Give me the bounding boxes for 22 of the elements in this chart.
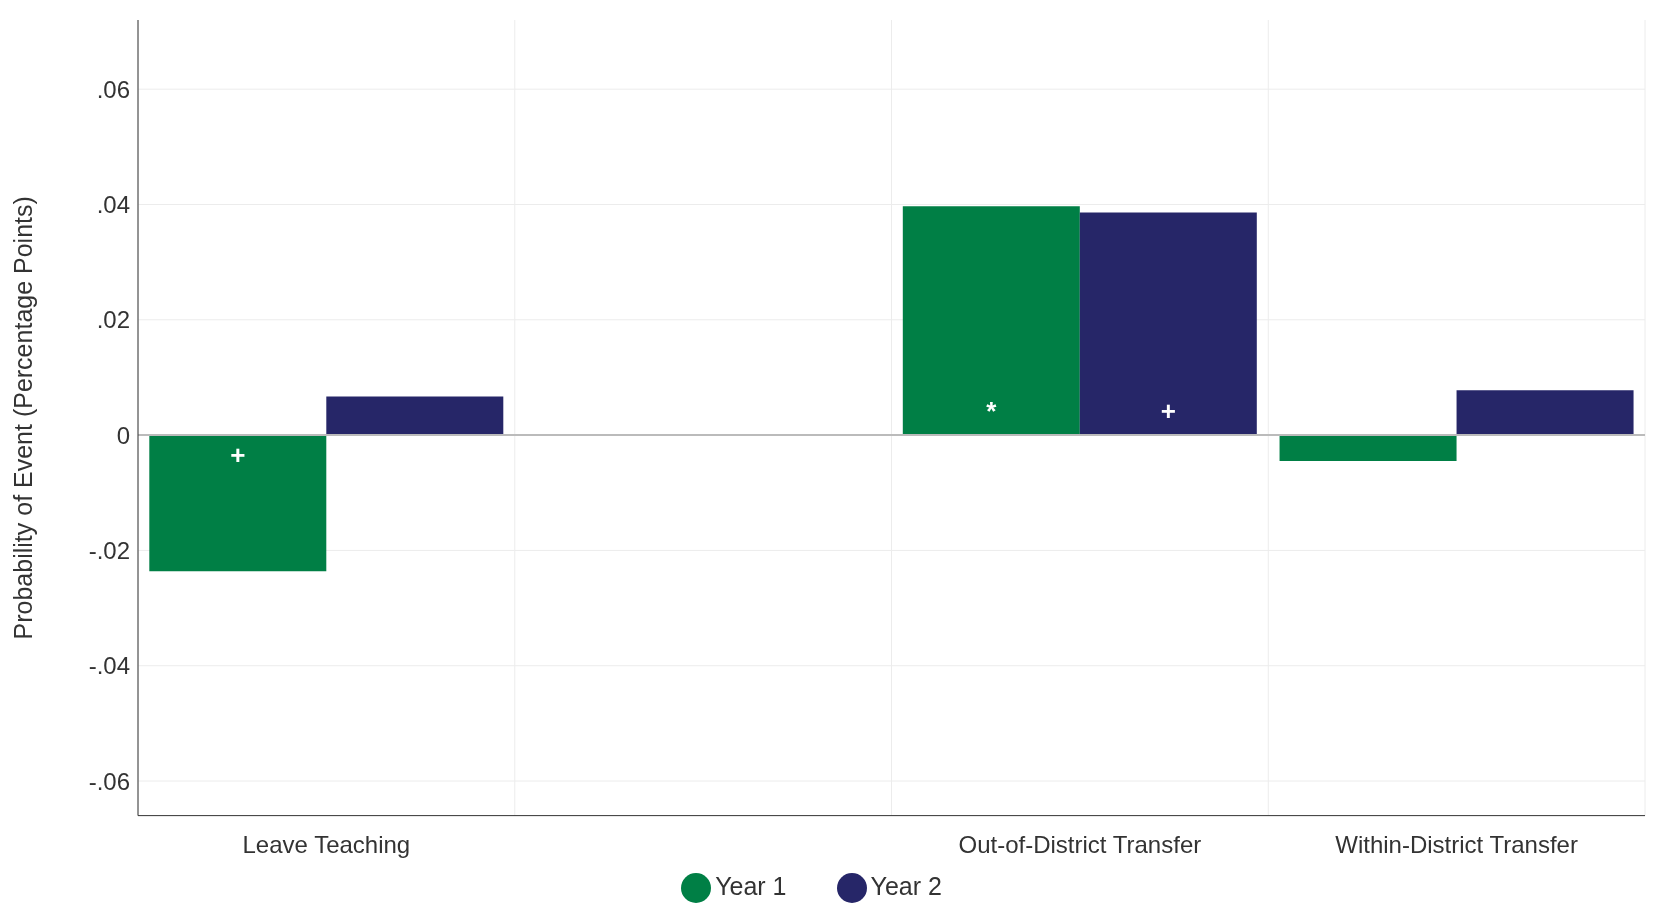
x-tick-label: Within-District Transfer xyxy=(1335,830,1578,858)
data-label: + xyxy=(230,440,246,471)
bar xyxy=(1079,212,1257,436)
x-tick-label: Leave Teaching xyxy=(242,830,411,858)
bar xyxy=(902,206,1080,436)
x-tick-label: Out-of-District Transfer xyxy=(958,830,1202,858)
bar xyxy=(1456,390,1634,436)
legend-label: Year 1 xyxy=(715,871,787,900)
bar xyxy=(1279,435,1457,462)
y-axis-title: Probability of Event (Percentage Points) xyxy=(8,196,37,640)
bar xyxy=(149,435,327,572)
y-tick-label: .04 xyxy=(96,191,130,219)
y-tick-label: -.04 xyxy=(88,652,130,680)
bar xyxy=(326,396,504,436)
y-tick-label: .06 xyxy=(96,75,130,103)
data-label: + xyxy=(1160,396,1176,427)
y-tick-label: 0 xyxy=(116,421,130,449)
data-label: * xyxy=(986,396,998,427)
legend-label: Year 2 xyxy=(870,871,942,900)
y-tick-label: -.06 xyxy=(88,767,130,795)
y-tick-label: -.02 xyxy=(88,536,130,564)
y-tick-label: .02 xyxy=(96,306,130,334)
